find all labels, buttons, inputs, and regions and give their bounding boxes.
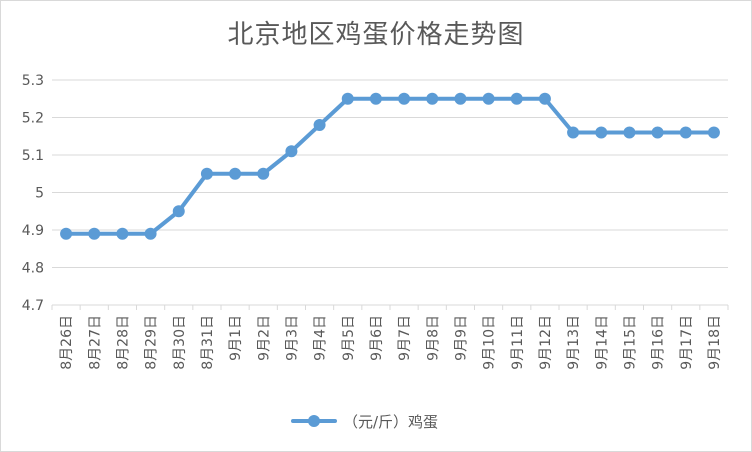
y-tick-label: 5.1 bbox=[22, 148, 44, 164]
data-point bbox=[679, 126, 692, 139]
x-tick-label: 8月29日 bbox=[144, 315, 160, 370]
series-line bbox=[64, 96, 716, 236]
data-point bbox=[482, 92, 495, 105]
x-tick-label: 9月7日 bbox=[397, 315, 413, 361]
x-tick-label: 9月1日 bbox=[228, 315, 244, 361]
data-point bbox=[595, 126, 608, 139]
legend: （元/斤）鸡蛋 bbox=[291, 413, 438, 431]
data-point bbox=[285, 145, 298, 158]
x-tick-label: 8月30日 bbox=[172, 315, 188, 370]
data-point bbox=[172, 205, 185, 218]
y-tick-label: 5 bbox=[35, 186, 44, 202]
x-tick-label: 8月27日 bbox=[87, 315, 103, 370]
x-tick-label: 9月5日 bbox=[341, 315, 357, 361]
x-tick-label: 9月17日 bbox=[679, 315, 695, 370]
x-tick-label: 9月14日 bbox=[594, 315, 610, 370]
x-tick-label: 9月10日 bbox=[482, 315, 498, 370]
y-tick-label: 4.8 bbox=[22, 261, 44, 277]
x-tick-label: 9月6日 bbox=[369, 315, 385, 361]
series-layer bbox=[60, 92, 720, 240]
x-tick-label: 9月3日 bbox=[284, 315, 300, 361]
data-point bbox=[651, 126, 664, 139]
legend-label: （元/斤）鸡蛋 bbox=[343, 413, 438, 431]
x-tick-label: 9月16日 bbox=[651, 315, 667, 370]
data-point bbox=[454, 92, 467, 105]
data-point bbox=[116, 227, 129, 240]
data-point bbox=[200, 167, 213, 180]
data-point bbox=[426, 92, 439, 105]
x-tick-label: 9月8日 bbox=[425, 315, 441, 361]
data-point bbox=[60, 227, 73, 240]
data-point bbox=[538, 92, 551, 105]
x-axis-ticks: 8月26日 8月27日 8月28日 8月29日 8月30日 8月31日 9月1日 9月2日 9月… bbox=[51, 305, 729, 370]
y-tick-label: 4.7 bbox=[22, 298, 44, 314]
x-tick-label: 9月18日 bbox=[707, 315, 723, 370]
x-tick-label: 9月13日 bbox=[566, 315, 582, 370]
y-tick-label: 4.9 bbox=[22, 223, 44, 239]
x-tick-label: 9月15日 bbox=[622, 315, 638, 370]
x-tick-label: 8月26日 bbox=[59, 315, 75, 370]
x-tick-label: 8月28日 bbox=[115, 315, 131, 370]
x-tick-label: 9月4日 bbox=[313, 315, 329, 361]
y-tick-label: 5.3 bbox=[22, 73, 44, 89]
chart-title: 北京地区鸡蛋价格走势图 bbox=[227, 20, 525, 50]
data-point bbox=[623, 126, 636, 139]
data-point bbox=[341, 92, 354, 105]
data-point bbox=[369, 92, 382, 105]
data-point bbox=[313, 119, 326, 131]
data-point bbox=[567, 126, 580, 139]
data-point bbox=[707, 126, 720, 139]
x-tick-label: 9月2日 bbox=[256, 315, 272, 361]
data-point bbox=[510, 92, 523, 105]
x-tick-label: 9月11日 bbox=[510, 315, 526, 370]
grid-layer bbox=[52, 79, 728, 306]
data-point bbox=[88, 227, 101, 240]
data-point bbox=[144, 227, 157, 240]
y-axis-ticks: 5.3 5.2 5.1 5 4.9 4.8 4.7 bbox=[22, 73, 44, 314]
legend-point-marker bbox=[308, 415, 320, 427]
data-point bbox=[229, 167, 242, 180]
data-point bbox=[398, 92, 411, 105]
data-point bbox=[257, 167, 270, 180]
y-tick-label: 5.2 bbox=[22, 111, 44, 127]
x-tick-label: 9月9日 bbox=[453, 315, 469, 361]
x-tick-label: 9月12日 bbox=[538, 315, 554, 370]
x-tick-label: 8月31日 bbox=[200, 315, 216, 370]
